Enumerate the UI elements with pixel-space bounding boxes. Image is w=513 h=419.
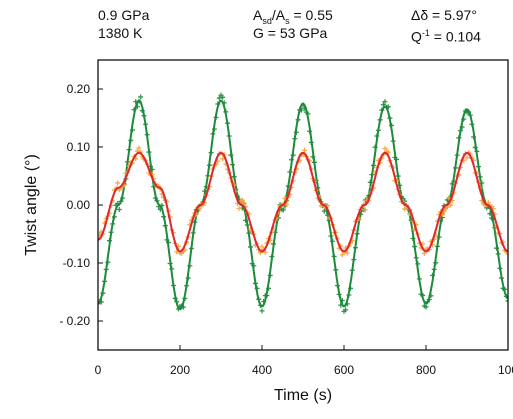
data-point [362, 207, 368, 213]
green-fit-line [98, 99, 508, 311]
orange-series [98, 145, 508, 258]
data-point [380, 102, 386, 108]
data-point [197, 206, 203, 212]
y-axis-title: Twist angle (°) [23, 154, 40, 256]
data-point [138, 94, 144, 100]
y-tick-label: 0.20 [67, 82, 91, 96]
data-point [136, 145, 142, 151]
y-tick-label: 0.10 [67, 140, 91, 154]
q-inverse-q: Q [411, 28, 422, 45]
amp-ratio-sub2: s [285, 15, 290, 26]
data-point [116, 207, 122, 212]
q-inverse-label: Q-1 = 0.104 [411, 24, 481, 46]
data-point [216, 95, 222, 101]
axes-layer: 0 200 400 600 800 100 0.20 0.10 0.00 -0.10 - 0.20 [59, 82, 513, 377]
data-point [344, 250, 350, 256]
data-point [241, 200, 247, 206]
red-fit-line [98, 151, 508, 253]
data-point [385, 149, 391, 155]
data-point [382, 146, 388, 152]
plot-layer [98, 92, 508, 314]
q-inverse-sup: -1 [421, 28, 430, 38]
data-point [402, 206, 408, 212]
data-point [448, 202, 454, 208]
data-point [259, 308, 265, 314]
amp-ratio-mid: /A [271, 7, 286, 23]
amplitude-ratio-label: Asd/As = 0.55 [253, 6, 333, 30]
phase-lag-label: Δδ = 5.97° [411, 7, 477, 23]
y-tick-label: -0.10 [63, 256, 91, 270]
q-inverse-value: = 0.104 [429, 28, 481, 45]
data-point [239, 197, 245, 203]
data-point [343, 307, 349, 313]
x-tick-label: 600 [334, 363, 354, 377]
data-point [262, 249, 268, 255]
data-point [259, 244, 265, 250]
pressure-label: 0.9 GPa [98, 7, 150, 23]
x-axis-title: Time (s) [274, 387, 332, 404]
x-tick-label: 800 [416, 363, 436, 377]
x-tick-label: 200 [170, 363, 190, 377]
x-tick-label: 0 [95, 363, 102, 377]
amp-ratio-value: = 0.55 [289, 7, 333, 23]
y-tick-label: 0.00 [67, 198, 91, 212]
data-point [220, 94, 226, 100]
data-point [339, 252, 345, 258]
shear-modulus-label: G = 53 GPa [253, 25, 328, 41]
data-point [382, 99, 388, 105]
data-point [302, 147, 308, 153]
data-point [505, 298, 508, 304]
data-point [423, 304, 429, 310]
data-point [280, 207, 286, 213]
temperature-label: 1380 K [98, 25, 143, 41]
amp-ratio-sub1: sd [262, 15, 272, 26]
amp-ratio-a: A [253, 7, 263, 23]
data-point [236, 205, 242, 211]
data-point [115, 180, 121, 186]
x-tick-label: 100 [498, 363, 513, 377]
x-tick-label: 400 [252, 363, 272, 377]
data-point [464, 155, 470, 161]
data-point [220, 156, 226, 162]
data-point [174, 249, 180, 255]
data-point [505, 251, 508, 257]
y-tick-label: - 0.20 [59, 314, 90, 328]
